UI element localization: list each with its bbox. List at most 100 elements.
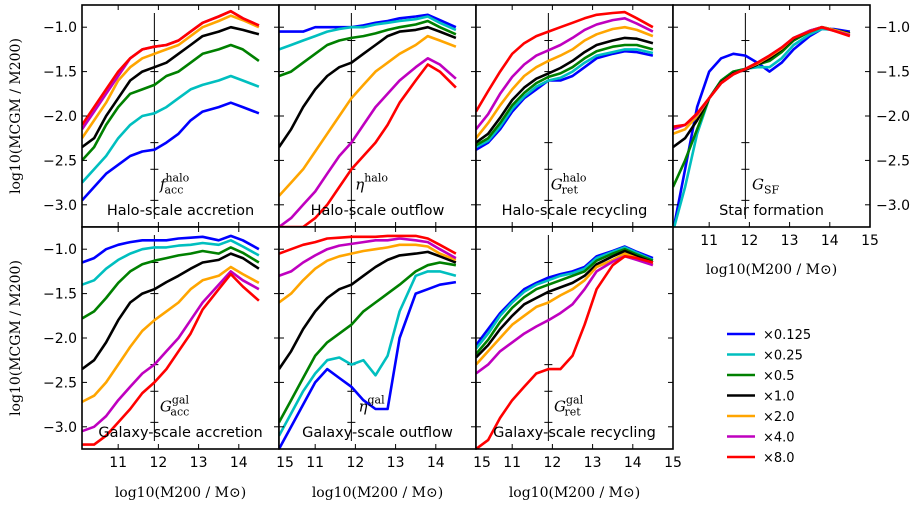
panel-grid: −1.0 −1.5 −2.0 −2.5 −3.0 fhalo acc Halo-scale a… <box>43 4 910 471</box>
series-group <box>476 235 654 449</box>
panel-symbol: ηgal <box>359 393 386 415</box>
panel-3: Ghalo ret Halo-scale recycling <box>475 4 674 228</box>
series-line-x8.0 <box>82 272 260 446</box>
panel-background <box>82 227 279 449</box>
series-line-x0.25 <box>476 48 654 149</box>
series-line-x4.0 <box>82 270 260 433</box>
y-tick-label: −3.0 <box>876 198 910 214</box>
x-tick-label: 15 <box>473 455 491 471</box>
series-line-x2.0 <box>476 25 654 140</box>
series-line-x8.0 <box>279 63 457 227</box>
series-line-x1.0 <box>476 36 654 144</box>
panel-symbol: Ggal acc <box>160 393 190 418</box>
panel-1: −1.0 −1.5 −2.0 −2.5 −3.0 fhalo acc Halo-scale a… <box>43 4 280 228</box>
legend: ×0.125 ×0.25 ×0.5 ×1.0 ×2.0 ×4.0 ×8.0 <box>727 328 811 466</box>
panel-background <box>673 5 870 227</box>
series-line-x4.0 <box>279 237 457 278</box>
series-line-x1.0 <box>82 252 260 371</box>
series-line-x8.0 <box>279 234 457 255</box>
x-axis-label: log10(M200 / M⊙) <box>312 485 443 501</box>
panel-symbol: GSF <box>752 175 780 196</box>
series-line-x0.25 <box>476 246 654 350</box>
series-line-x0.125 <box>279 280 457 449</box>
x-tick-label: 12 <box>346 455 364 471</box>
series-group <box>476 10 654 219</box>
x-axis-label: log10(M200 / M⊙) <box>115 485 246 501</box>
x-tick-label: 13 <box>781 233 799 249</box>
series-group <box>82 9 260 219</box>
series-line-x0.25 <box>279 15 457 51</box>
panel-title: Galaxy-scale recycling <box>493 425 656 441</box>
x-tick-label: 15 <box>861 233 879 249</box>
series-line-x0.25 <box>279 270 457 437</box>
series-line-x0.25 <box>82 239 260 286</box>
series-line-x0.5 <box>82 246 260 320</box>
panel-symbol: Ggal ret <box>554 393 584 418</box>
x-tick-label: 12 <box>740 233 758 249</box>
series-line-x8.0 <box>673 25 851 128</box>
x-tick-label: 11 <box>109 455 127 471</box>
y-tick-label: −1.5 <box>43 287 77 303</box>
y-axis-label: log10(MCGM / M200) <box>8 260 24 416</box>
y-tick-label: −3.0 <box>43 198 77 214</box>
legend-label: ×4.0 <box>763 431 795 446</box>
series-line-x0.125 <box>279 13 457 33</box>
y-tick-label: −1.5 <box>876 65 910 81</box>
x-tick-label: 11 <box>700 233 718 249</box>
y-tick-label: −1.0 <box>876 20 910 36</box>
series-line-x0.5 <box>279 261 457 424</box>
series-line-x0.5 <box>476 43 654 147</box>
legend-label: ×8.0 <box>763 451 795 466</box>
x-axis-label: log10(M200 / M⊙) <box>509 485 640 501</box>
series-line-x4.0 <box>476 16 654 131</box>
series-line-x0.125 <box>82 234 260 264</box>
y-tick-label: −2.0 <box>43 331 77 347</box>
panel-background <box>476 227 673 449</box>
panel-4: −1.0 −1.5 −2.0 −2.5 −3.0 11 12 13 14 15 GSF Star fo… <box>672 4 910 249</box>
series-line-x1.0 <box>279 250 457 370</box>
series-group <box>673 13 851 227</box>
x-axis-label: log10(M200 / M⊙) <box>706 262 837 278</box>
x-tick-label: 13 <box>387 455 405 471</box>
panel-symbol: ηhalo <box>355 171 388 193</box>
series-group <box>82 234 260 446</box>
legend-label: ×0.25 <box>763 349 803 364</box>
series-line-x8.0 <box>476 10 654 113</box>
x-tick-label: 12 <box>543 455 561 471</box>
x-tick-label: 14 <box>427 455 445 471</box>
series-line-x2.0 <box>279 243 457 304</box>
series-line-x2.0 <box>82 265 260 404</box>
series-line-x1.0 <box>476 249 654 359</box>
series-line-x0.125 <box>476 49 654 151</box>
series-line-x2.0 <box>476 252 654 366</box>
x-tick-label: 15 <box>276 455 294 471</box>
series-line-x0.5 <box>476 247 654 355</box>
x-tick-label: 11 <box>503 455 521 471</box>
panel-5: −1.0 −1.5 −2.0 −2.5 −3.0 11 12 13 14 15 Ggal acc Gal… <box>43 226 294 471</box>
x-tick-label: 15 <box>664 455 682 471</box>
y-tick-label: −3.0 <box>43 420 77 436</box>
series-group <box>279 13 457 227</box>
panel-title: Halo-scale outflow <box>311 203 445 219</box>
x-tick-label: 14 <box>230 455 248 471</box>
legend-label: ×2.0 <box>763 410 795 425</box>
axis-labels: log10(M200 / M⊙) log10(M200 / M⊙) log10(M2… <box>8 38 837 501</box>
y-axis-label: log10(MCGM / M200) <box>8 38 24 194</box>
panel-title: Star formation <box>719 203 824 219</box>
panel-symbol: fhalo acc <box>159 171 190 196</box>
series-line-x2.0 <box>279 34 457 197</box>
series-line-x0.5 <box>82 43 260 162</box>
legend-label: ×0.125 <box>763 328 811 343</box>
y-tick-label: −2.0 <box>43 109 77 125</box>
panel-2: ηhalo Halo-scale outflow <box>278 4 477 228</box>
panel-title: Galaxy-scale accretion <box>98 425 262 441</box>
series-line-x0.5 <box>279 19 457 78</box>
legend-label: ×1.0 <box>763 390 795 405</box>
x-tick-label: 11 <box>306 455 324 471</box>
panel-6: 11 12 13 14 15 ηgal Galaxy-scale outflow <box>278 226 491 471</box>
panel-title: Galaxy-scale outflow <box>302 425 453 441</box>
series-line-x1.0 <box>82 25 260 149</box>
y-tick-label: −2.5 <box>43 153 77 169</box>
series-line-x1.0 <box>279 25 457 148</box>
